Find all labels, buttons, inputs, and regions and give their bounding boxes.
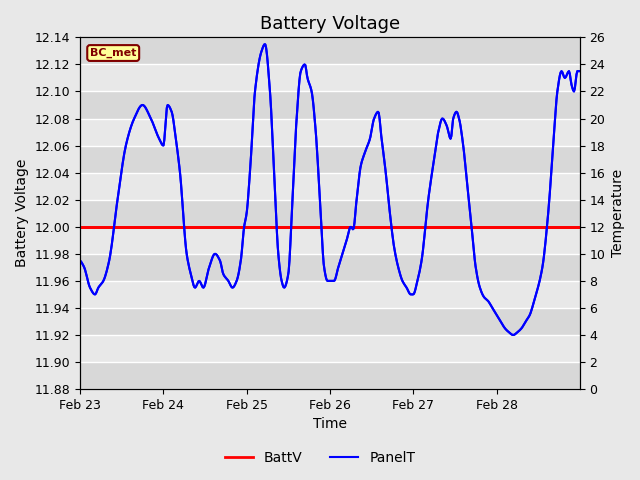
Legend: BattV, PanelT: BattV, PanelT bbox=[220, 445, 420, 471]
Bar bbox=[80, 362, 580, 389]
Bar bbox=[80, 119, 580, 145]
Bar bbox=[80, 64, 580, 92]
Bar bbox=[80, 335, 580, 362]
Bar bbox=[80, 227, 580, 254]
Bar bbox=[80, 145, 580, 173]
Title: Battery Voltage: Battery Voltage bbox=[260, 15, 400, 33]
Y-axis label: Battery Voltage: Battery Voltage bbox=[15, 159, 29, 267]
Bar bbox=[80, 308, 580, 335]
Bar bbox=[80, 92, 580, 119]
Bar bbox=[80, 173, 580, 200]
Bar bbox=[80, 200, 580, 227]
Bar bbox=[80, 37, 580, 64]
Y-axis label: Temperature: Temperature bbox=[611, 169, 625, 257]
Bar bbox=[80, 254, 580, 281]
X-axis label: Time: Time bbox=[313, 418, 347, 432]
Text: BC_met: BC_met bbox=[90, 48, 136, 58]
Bar bbox=[80, 281, 580, 308]
